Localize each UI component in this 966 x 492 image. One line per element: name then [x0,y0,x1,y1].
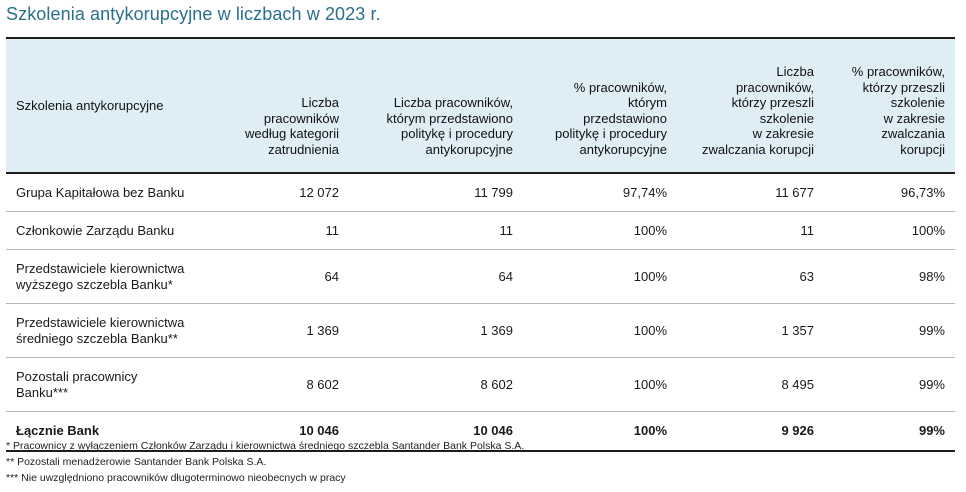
cell-employee-count: 11 [213,211,349,250]
cell-trained-percent: 98% [824,249,955,304]
table-row: Grupa Kapitałowa bez Banku 12 072 11 799… [6,173,955,212]
cell-trained-count: 63 [677,249,824,304]
cell-policy-presented-percent: 97,74% [523,173,677,212]
cell-employee-count: 8 602 [213,357,349,412]
row-label: Przedstawiciele kierownictwa wyższego szc… [6,249,213,304]
column-header-trained-percent: % pracowników, którzy przeszli szkolenie w … [824,37,955,174]
cell-trained-count: 8 495 [677,357,824,412]
column-header-policy-presented-count: Liczba pracowników, którym przedstawiono p… [349,37,523,174]
column-header-employee-count: Liczba pracowników według kategorii zatrudn… [213,37,349,174]
cell-trained-percent: 99% [824,303,955,358]
page-title: Szkolenia antykorupcyjne w liczbach w 20… [6,4,381,24]
row-label: Grupa Kapitałowa bez Banku [6,173,213,212]
footnote: * Pracownicy z wyłączeniem Członków Zarz… [6,440,525,452]
row-label: Przedstawiciele kierownictwa średniego sz… [6,303,213,358]
column-header-policy-presented-percent: % pracowników, którym przedstawiono polityk… [523,37,677,174]
row-label: Pozostali pracownicy Banku*** [6,357,213,412]
cell-trained-count: 11 [677,211,824,250]
total-policy-presented-percent: 100% [523,411,677,452]
table-row: Pozostali pracownicy Banku*** 8 602 8 602… [6,357,955,412]
total-employee-count: 10 046 [213,411,349,452]
cell-employee-count: 12 072 [213,173,349,212]
cell-employee-count: 1 369 [213,303,349,358]
total-trained-percent: 99% [824,411,955,452]
cell-policy-presented-count: 11 [349,211,523,250]
cell-policy-presented-percent: 100% [523,357,677,412]
table-header-row: Szkolenia antykorupcyjne Liczba pracownik… [6,37,955,174]
cell-trained-percent: 96,73% [824,173,955,212]
cell-policy-presented-count: 1 369 [349,303,523,358]
anticorruption-training-table: Szkolenia antykorupcyjne Liczba pracownik… [6,37,955,452]
cell-trained-count: 11 677 [677,173,824,212]
cell-policy-presented-count: 11 799 [349,173,523,212]
cell-policy-presented-count: 8 602 [349,357,523,412]
footnote: *** Nie uwzględniono pracowników długote… [6,472,346,484]
cell-trained-percent: 99% [824,357,955,412]
table-row: Członkowie Zarządu Banku 11 11 100% 11 1… [6,211,955,250]
cell-policy-presented-percent: 100% [523,249,677,304]
table-total-row: Łącznie Bank 10 046 10 046 100% 9 926 99… [6,411,955,452]
total-policy-presented-count: 10 046 [349,411,523,452]
row-label: Członkowie Zarządu Banku [6,211,213,250]
cell-policy-presented-count: 64 [349,249,523,304]
footnotes: * Pracownicy z wyłączeniem Członków Zarz… [6,438,524,486]
cell-employee-count: 64 [213,249,349,304]
table-row: Przedstawiciele kierownictwa wyższego szc… [6,249,955,304]
cell-trained-percent: 100% [824,211,955,250]
total-trained-count: 9 926 [677,411,824,452]
column-header-trained-count: Liczba pracowników, którzy przeszli szkolen… [677,37,824,174]
footnote: ** Pozostali menadżerowie Santander Bank… [6,456,267,468]
cell-policy-presented-percent: 100% [523,211,677,250]
cell-policy-presented-percent: 100% [523,303,677,358]
table-row: Przedstawiciele kierownictwa średniego sz… [6,303,955,358]
column-header-category: Szkolenia antykorupcyjne [6,37,213,174]
cell-trained-count: 1 357 [677,303,824,358]
total-row-label: Łącznie Bank [6,411,213,452]
